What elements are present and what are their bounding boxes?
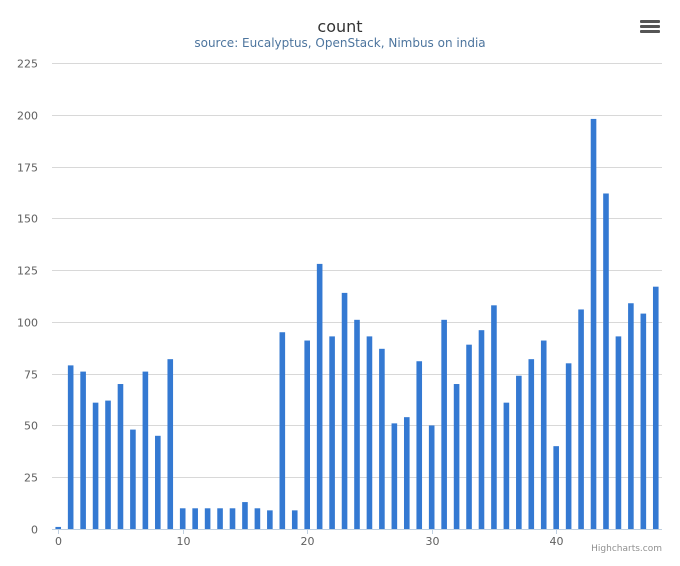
bar-36[interactable] (503, 402, 510, 529)
bar-19[interactable] (291, 510, 298, 529)
bar-17[interactable] (267, 510, 273, 529)
y-tick-label: 100 (17, 317, 38, 330)
y-tick-label: 200 (17, 110, 38, 123)
bar-16[interactable] (254, 508, 261, 529)
y-tick-label: 150 (17, 213, 38, 226)
bar-48[interactable] (652, 286, 659, 529)
chart-subtitle: source: Eucalyptus, OpenStack, Nimbus on… (194, 36, 486, 50)
y-tick-label: 225 (17, 58, 38, 71)
bar-18[interactable] (279, 332, 286, 529)
bar-15[interactable] (242, 502, 248, 529)
hamburger-menu-icon[interactable] (640, 20, 660, 38)
bar-5[interactable] (117, 384, 124, 529)
y-tick-label: 50 (24, 420, 38, 433)
bar-35[interactable] (491, 305, 497, 529)
bar-37[interactable] (516, 375, 522, 529)
bar-30[interactable] (428, 425, 435, 529)
bar-4[interactable] (105, 400, 111, 529)
bar-22[interactable] (329, 336, 335, 529)
x-tick-label: 0 (55, 535, 62, 548)
bar-33[interactable] (466, 344, 472, 529)
y-tick-label: 175 (17, 162, 38, 175)
bar-32[interactable] (453, 384, 460, 529)
x-tick-label: 30 (426, 535, 440, 548)
grid-lines (52, 63, 662, 478)
y-tick-label: 25 (24, 472, 38, 485)
bar-25[interactable] (366, 336, 373, 529)
bar-6[interactable] (130, 429, 136, 529)
bar-39[interactable] (540, 340, 547, 529)
bar-13[interactable] (217, 508, 223, 529)
bar-38[interactable] (528, 359, 535, 529)
bar-28[interactable] (403, 417, 410, 529)
bar-21[interactable] (316, 263, 323, 529)
bar-8[interactable] (155, 435, 161, 529)
bar-34[interactable] (478, 330, 485, 529)
bar-41[interactable] (565, 363, 572, 529)
chart-title: count (317, 17, 363, 36)
bar-9[interactable] (167, 359, 174, 529)
bar-11[interactable] (192, 508, 198, 529)
bar-24[interactable] (354, 319, 360, 529)
x-tick-label: 10 (177, 535, 191, 548)
bar-series (55, 118, 659, 530)
y-tick-label: 75 (24, 369, 38, 382)
x-axis-ticks: 0 10 20 30 40 (55, 529, 564, 548)
bar-20[interactable] (304, 340, 310, 529)
x-tick-label: 20 (301, 535, 315, 548)
bar-29[interactable] (416, 361, 423, 529)
credits-link[interactable]: Highcharts.com (591, 544, 662, 554)
bar-23[interactable] (341, 292, 348, 529)
bar-47[interactable] (640, 313, 647, 529)
bar-26[interactable] (379, 348, 385, 529)
bar-12[interactable] (204, 508, 211, 529)
y-axis-ticks: 0 25 50 75 100 125 150 175 200 225 (17, 58, 38, 537)
bar-0[interactable] (55, 526, 62, 529)
bar-45[interactable] (615, 336, 622, 529)
x-tick-label: 40 (550, 535, 564, 548)
bar-42[interactable] (578, 309, 584, 529)
bar-43[interactable] (590, 118, 597, 530)
bar-2[interactable] (80, 371, 86, 529)
y-tick-label: 125 (17, 265, 38, 278)
bar-14[interactable] (229, 508, 236, 529)
bar-27[interactable] (391, 423, 398, 529)
bar-7[interactable] (142, 371, 149, 529)
bar-31[interactable] (441, 319, 447, 529)
bar-3[interactable] (92, 402, 99, 529)
bar-46[interactable] (628, 303, 634, 529)
bar-40[interactable] (553, 446, 559, 529)
bar-1[interactable] (67, 365, 74, 529)
bar-10[interactable] (179, 508, 186, 529)
bar-44[interactable] (603, 193, 609, 530)
y-tick-label: 0 (31, 524, 38, 537)
